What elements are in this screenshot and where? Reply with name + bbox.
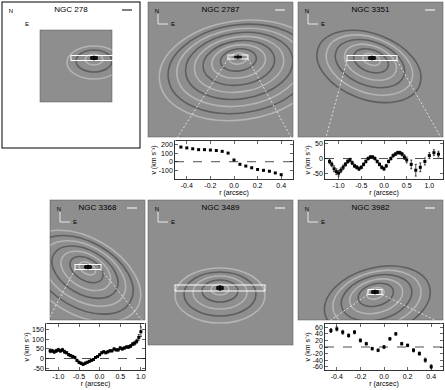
svg-text:-20: -20	[313, 350, 323, 357]
svg-text:0.2: 0.2	[403, 373, 413, 380]
svg-text:NGC 3368: NGC 3368	[79, 203, 117, 212]
svg-text:0.2: 0.2	[253, 182, 263, 189]
svg-text:N: N	[155, 8, 159, 14]
svg-text:-1.0: -1.0	[52, 373, 64, 380]
svg-text:150: 150	[32, 326, 44, 333]
svg-text:r (arcsec): r (arcsec)	[219, 189, 249, 197]
svg-text:-50: -50	[313, 170, 323, 177]
svg-text:r (arcsec): r (arcsec)	[369, 189, 399, 197]
svg-text:20: 20	[315, 337, 323, 344]
svg-text:E: E	[73, 219, 77, 225]
svg-text:N: N	[9, 8, 13, 14]
svg-text:N: N	[155, 206, 159, 212]
svg-text:-0.4: -0.4	[181, 182, 193, 189]
svg-text:1.0: 1.0	[136, 373, 146, 380]
svg-text:v (km s⁻¹): v (km s⁻¹)	[304, 145, 312, 174]
svg-text:-50: -50	[34, 365, 44, 372]
svg-text:E: E	[321, 219, 325, 225]
svg-text:v (km s⁻¹): v (km s⁻¹)	[23, 332, 31, 361]
svg-text:-0.5: -0.5	[355, 182, 367, 189]
svg-text:1.0: 1.0	[425, 182, 435, 189]
svg-text:-0.2: -0.2	[354, 373, 366, 380]
svg-text:r (arcsec): r (arcsec)	[369, 380, 399, 388]
svg-text:0.0: 0.0	[379, 182, 389, 189]
svg-text:200: 200	[161, 141, 173, 148]
svg-text:0.5: 0.5	[402, 182, 412, 189]
svg-text:E: E	[25, 21, 29, 27]
svg-text:50: 50	[315, 140, 323, 147]
svg-text:r (arcsec): r (arcsec)	[81, 380, 111, 388]
svg-text:100: 100	[161, 150, 173, 157]
svg-text:0.4: 0.4	[426, 373, 436, 380]
svg-text:v (km s⁻¹): v (km s⁻¹)	[150, 145, 158, 174]
svg-text:0: 0	[319, 155, 323, 162]
svg-text:-40: -40	[313, 357, 323, 364]
svg-text:N: N	[57, 206, 61, 212]
svg-text:0: 0	[319, 343, 323, 350]
svg-text:0.0: 0.0	[229, 182, 239, 189]
svg-text:-100: -100	[159, 167, 173, 174]
svg-text:0: 0	[40, 355, 44, 362]
svg-text:N: N	[305, 206, 309, 212]
svg-text:-0.5: -0.5	[73, 373, 85, 380]
svg-text:0.4: 0.4	[276, 182, 286, 189]
svg-text:-0.2: -0.2	[204, 182, 216, 189]
svg-text:0.0: 0.0	[379, 373, 389, 380]
svg-text:50: 50	[36, 345, 44, 352]
svg-text:NGC 278: NGC 278	[54, 5, 88, 14]
svg-text:60: 60	[315, 324, 323, 331]
svg-text:NGC 3489: NGC 3489	[202, 203, 240, 212]
svg-text:NGC 2787: NGC 2787	[202, 5, 240, 14]
svg-text:E: E	[171, 219, 175, 225]
svg-text:NGC 3982: NGC 3982	[352, 203, 390, 212]
svg-text:0.0: 0.0	[95, 373, 105, 380]
svg-text:100: 100	[32, 336, 44, 343]
svg-text:E: E	[171, 21, 175, 27]
svg-text:N: N	[305, 8, 309, 14]
svg-text:-0.4: -0.4	[331, 373, 343, 380]
svg-text:-1.0: -1.0	[333, 182, 345, 189]
svg-text:0: 0	[169, 158, 173, 165]
svg-text:v (km s⁻¹): v (km s⁻¹)	[304, 332, 312, 361]
svg-text:40: 40	[315, 330, 323, 337]
svg-text:E: E	[321, 21, 325, 27]
svg-text:NGC 3351: NGC 3351	[352, 5, 390, 14]
svg-text:0.5: 0.5	[115, 373, 125, 380]
svg-text:-60: -60	[313, 363, 323, 370]
